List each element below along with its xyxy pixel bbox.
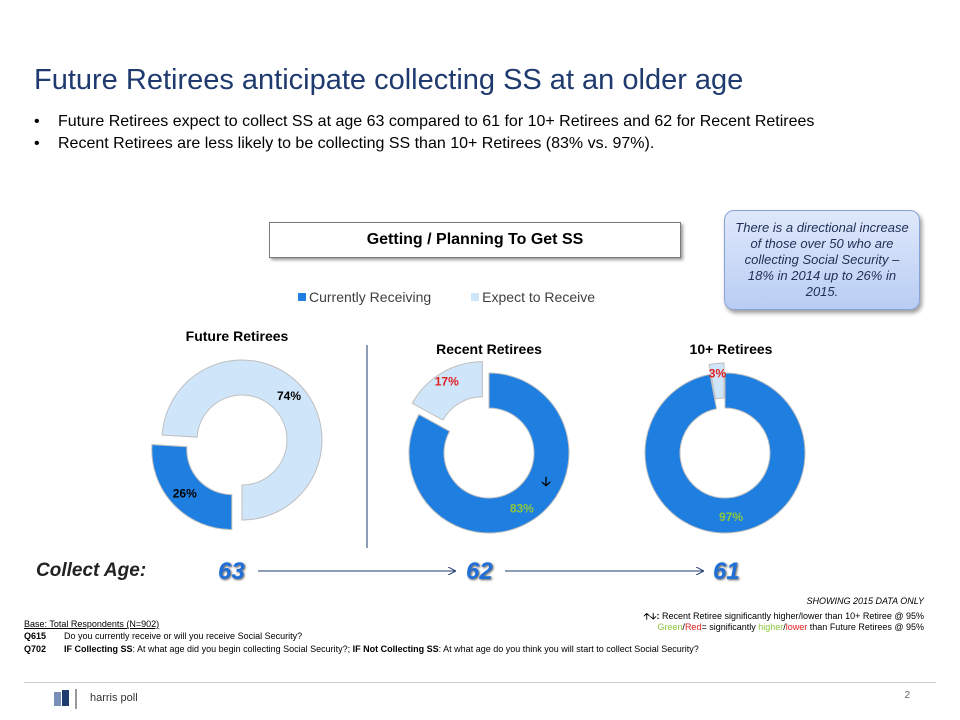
slide-title: Future Retirees anticipate collecting SS… [34, 64, 744, 96]
donut-label-expect: 74% [277, 389, 301, 403]
bullet-item: • Future Retirees expect to collect SS at… [34, 112, 904, 132]
footer-divider [24, 682, 936, 683]
page-number: 2 [904, 690, 910, 701]
bullet-list: • Future Retirees expect to collect SS at… [34, 112, 904, 156]
sig-end: than Future Retirees @ 95% [807, 622, 924, 632]
donut-slice-expect [161, 359, 323, 521]
chart-header: Getting / Planning To Get SS [269, 222, 681, 258]
legend-swatch-expect [471, 293, 480, 301]
harris-logo-icon [54, 689, 77, 709]
question-code: Q702 [24, 644, 47, 654]
question-text-b: : At what age do you think you will star… [438, 644, 699, 654]
slash: / [783, 622, 786, 632]
collect-age-recent: 62 [466, 558, 493, 585]
condition-collecting: IF Collecting SS [64, 644, 133, 654]
arrows-note-text: Recent Retiree significantly higher/lowe… [659, 611, 924, 621]
legend-label-receiving: Currently Receiving [309, 289, 432, 305]
bullet-marker: • [34, 135, 40, 152]
donut-label-expect: 17% [435, 375, 459, 389]
question-code: Q615 [24, 631, 47, 641]
donut-title-recent: Recent Retirees [436, 341, 542, 357]
bullet-text: Recent Retirees are less likely to be co… [58, 135, 655, 152]
sig-mid: = significantly [701, 622, 759, 632]
arrow-icons: 🡡🡣: [643, 611, 660, 621]
donut-title-tenplus: 10+ Retirees [689, 341, 773, 357]
sig-note: Green/Red= significantly higher/lower th… [657, 622, 924, 632]
donut-label-receiving: 97% [719, 510, 743, 524]
donut-slice-receiving [151, 444, 233, 531]
slash: / [682, 622, 685, 632]
donut-slice-expect [708, 362, 725, 400]
legend-item-receiving: Currently Receiving [298, 289, 431, 305]
legend-label-expect: Expect to Receive [482, 289, 596, 305]
arrows-note: 🡡🡣: Recent Retiree significantly higher/… [644, 609, 924, 625]
base-note: Base: Total Respondents (N=902) [24, 619, 160, 629]
red-word: Red [684, 622, 702, 632]
legend-swatch-receiving [298, 293, 306, 301]
showing-note: SHOWING 2015 DATA ONLY [806, 596, 924, 606]
bullet-marker: • [34, 113, 40, 130]
chart-legend: Currently Receiving Expect to Receive [298, 289, 595, 305]
bullet-text: Future Retirees expect to collect SS at … [58, 113, 815, 130]
question-q702: Q702 IF Collecting SS: At what age did yo… [24, 644, 699, 654]
donut-title-future: Future Retirees [185, 328, 289, 344]
question-text: Do you currently receive or will you rec… [64, 631, 303, 641]
lower-word: lower [785, 622, 808, 632]
donut-slice-receiving [644, 372, 806, 534]
collect-age-label: Collect Age: [36, 560, 147, 581]
condition-not-collecting: IF Not Collecting SS [352, 644, 439, 654]
higher-word: higher [758, 622, 784, 632]
donut-label-receiving: 83% [510, 502, 534, 516]
donut-label-expect: 3% [709, 366, 727, 380]
green-word: Green [657, 622, 683, 632]
collect-age-future: 63 [218, 558, 245, 585]
down-arrow-icon: 🡣 [541, 475, 550, 490]
donut-slice-expect [411, 361, 483, 421]
donut-slice-receiving [408, 372, 570, 534]
donut-label-receiving: 26% [173, 487, 197, 501]
legend-item-expect: Expect to Receive [471, 289, 595, 305]
question-q615: Q615 Do you currently receive or will you… [24, 631, 302, 641]
callout-note: There is a directional increase of those… [724, 210, 920, 310]
collect-age-tenplus: 61 [713, 558, 740, 585]
question-text-a: : At what age did you begin collecting S… [132, 644, 353, 654]
bullet-item: • Recent Retirees are less likely to be c… [34, 134, 904, 154]
logo-text: harris poll [90, 692, 138, 704]
